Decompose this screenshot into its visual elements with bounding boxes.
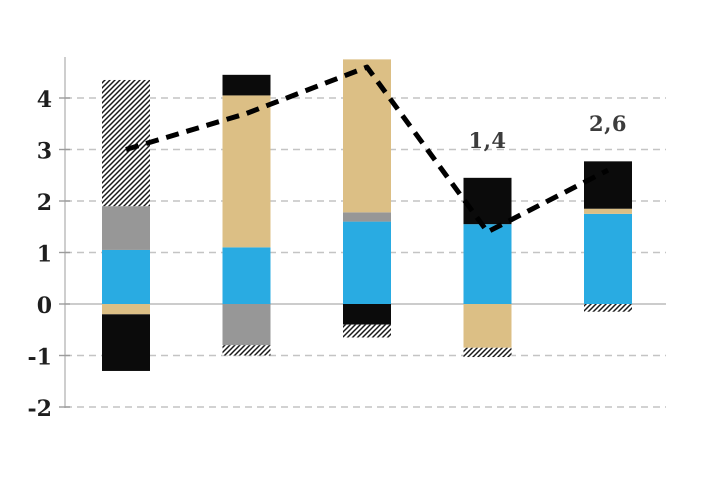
gray-segment <box>222 304 271 346</box>
blue-segment <box>102 249 150 304</box>
black-segment <box>463 177 512 225</box>
tan-segment <box>343 59 391 213</box>
y-tick-label: 3 <box>37 139 52 165</box>
y-tick-label: 4 <box>37 87 52 113</box>
trend-line <box>125 64 610 235</box>
y-tick-label: -1 <box>28 345 52 371</box>
bar-group <box>222 74 271 356</box>
hatched-segment <box>222 345 271 356</box>
blue-segment <box>463 224 512 304</box>
black-segment <box>343 304 391 325</box>
hatched-segment <box>463 347 512 358</box>
y-tick-label: -2 <box>28 396 52 422</box>
bar-group <box>463 177 512 358</box>
bar-group <box>584 161 632 312</box>
black-segment <box>222 74 271 96</box>
tan-segment <box>584 208 632 214</box>
gray-segment <box>343 212 391 222</box>
blue-segment <box>584 213 632 304</box>
black-segment <box>584 161 632 209</box>
data-label: 2,6 <box>589 111 627 136</box>
hatched-segment <box>343 324 391 338</box>
blue-segment <box>222 247 271 304</box>
bar-group <box>343 59 391 338</box>
y-tick-label: 0 <box>37 293 52 319</box>
hatched-segment <box>584 304 632 312</box>
tan-segment <box>102 304 150 315</box>
black-segment <box>102 314 150 371</box>
data-label: 1,4 <box>468 128 506 153</box>
y-tick-label: 1 <box>37 242 52 268</box>
gray-segment <box>102 206 150 250</box>
bar-group <box>102 79 150 371</box>
tan-segment <box>463 304 512 348</box>
blue-segment <box>343 221 391 304</box>
hatched-segment <box>102 79 150 207</box>
y-tick-label: 2 <box>37 190 52 216</box>
